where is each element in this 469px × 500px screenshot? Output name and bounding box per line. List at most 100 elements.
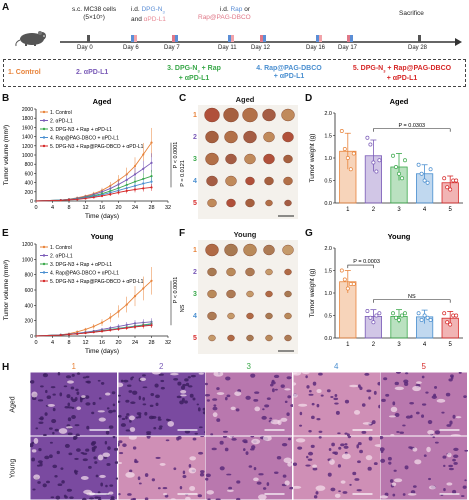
he-nucleus — [145, 431, 151, 434]
he-nucleus — [98, 397, 102, 400]
chart-b-x-tick-label: 0 — [34, 205, 37, 211]
he-nucleus — [172, 467, 176, 471]
he-nucleus — [185, 382, 189, 387]
he-nucleus — [94, 496, 99, 499]
he-nucleus — [125, 413, 129, 416]
he-nucleus — [126, 384, 131, 387]
he-nucleus — [228, 486, 233, 490]
legend-group-4-line2: + αPD-L1 — [273, 73, 305, 80]
he-space — [374, 444, 380, 447]
he-nucleus — [76, 372, 81, 375]
chart-g-data-point — [445, 320, 450, 325]
tumor-photo-aged: Aged 1 2 3 4 5 — [190, 95, 300, 225]
he-nucleus — [151, 478, 155, 482]
he-nucleus — [464, 449, 468, 452]
photo-f-tumor — [284, 334, 292, 342]
photo-f-tumor — [265, 290, 273, 298]
id2-prefix: i.d. — [220, 6, 229, 13]
he-space — [81, 395, 86, 398]
chart-e-y-tick-label: 800 — [25, 273, 34, 279]
he-nucleus — [393, 469, 397, 472]
he-nucleus — [404, 372, 409, 375]
he-nucleus — [367, 466, 372, 471]
he-space — [280, 417, 288, 422]
he-space — [297, 403, 307, 407]
he-nucleus — [274, 388, 278, 391]
he-nucleus — [144, 497, 148, 500]
photo-f-row-label: 4 — [193, 313, 197, 320]
he-nucleus — [197, 451, 203, 455]
he-nucleus — [286, 376, 292, 380]
he-nucleus — [337, 490, 341, 493]
he-space — [97, 454, 104, 461]
he-space — [188, 456, 196, 461]
legend-group-5-name: 5. DPG-N — [352, 65, 384, 72]
he-nucleus — [311, 402, 315, 406]
he-space — [262, 436, 272, 442]
tick-day11 — [228, 35, 231, 42]
he-tissue — [205, 436, 292, 500]
he-nucleus — [363, 372, 369, 376]
he-nucleus — [52, 393, 56, 396]
he-nucleus — [392, 493, 396, 497]
he-nucleus — [248, 465, 253, 468]
he-nucleus — [304, 375, 308, 379]
chart-e-y-label: Tumor volume (mm³) — [3, 260, 10, 320]
photo-f-tumor — [265, 312, 273, 320]
chart-d-y-tick-label: 0.0 — [324, 201, 332, 207]
he-nucleus — [432, 436, 436, 439]
he-nucleus — [109, 484, 114, 487]
he-nucleus — [360, 430, 366, 434]
he-nucleus — [79, 398, 83, 403]
chart-b-point — [125, 189, 128, 192]
he-nucleus — [42, 483, 47, 488]
chart-e-y-tick-label: 1200 — [22, 242, 33, 248]
chart-e-point — [76, 330, 79, 333]
he-nucleus — [63, 494, 67, 498]
he-nucleus — [117, 442, 120, 447]
chart-e-x-tick-label: 24 — [132, 340, 138, 346]
he-nucleus — [37, 399, 44, 402]
chart-d-data-point — [400, 176, 404, 181]
chart-e-legend-label: 4. Rap@PAG-DBCO + αPD-L1 — [50, 271, 119, 277]
he-nucleus — [35, 427, 39, 430]
legend-group-3-rap: + Rap — [199, 65, 221, 72]
chart-e-point — [150, 279, 153, 282]
he-nucleus — [344, 399, 349, 404]
chart-d-y-tick-label: 1.0 — [324, 156, 332, 162]
chart-b-y-tick-label: 800 — [25, 162, 34, 168]
photo-f-tumor — [227, 334, 235, 342]
he-nucleus — [231, 437, 237, 441]
he-col-label: 5 — [421, 362, 426, 371]
he-nucleus — [253, 467, 257, 471]
he-space — [390, 406, 398, 413]
chart-g-data-point — [419, 318, 424, 322]
chart-d-data-point — [416, 162, 421, 167]
chart-e-point — [133, 325, 137, 329]
he-nucleus — [333, 451, 338, 455]
chart-b-point — [150, 186, 153, 189]
chart-b-point — [76, 198, 79, 201]
he-nucleus — [453, 447, 459, 451]
he-nucleus — [192, 397, 195, 401]
chart-b-point — [133, 188, 137, 191]
chart-b-legend-label: 1. Control — [50, 110, 72, 116]
chart-e-title: Young — [91, 232, 114, 241]
he-nucleus — [307, 458, 312, 461]
chart-e-point — [92, 325, 95, 328]
he-nucleus — [458, 372, 462, 374]
photo-c-tumor — [205, 130, 219, 144]
chart-e-point — [109, 316, 112, 319]
he-nucleus — [284, 400, 288, 404]
he-nucleus — [286, 412, 290, 416]
he-nucleus — [226, 394, 231, 398]
he-nucleus — [389, 479, 394, 483]
he-nucleus — [177, 436, 182, 440]
he-nucleus — [421, 414, 425, 418]
photo-c-tumor — [282, 131, 294, 143]
cells-label: s.c. MC38 cells (5×10⁵) — [72, 6, 116, 22]
he-space — [234, 391, 242, 396]
he-nucleus — [250, 373, 256, 378]
he-image — [292, 372, 380, 436]
he-nucleus — [157, 416, 161, 420]
